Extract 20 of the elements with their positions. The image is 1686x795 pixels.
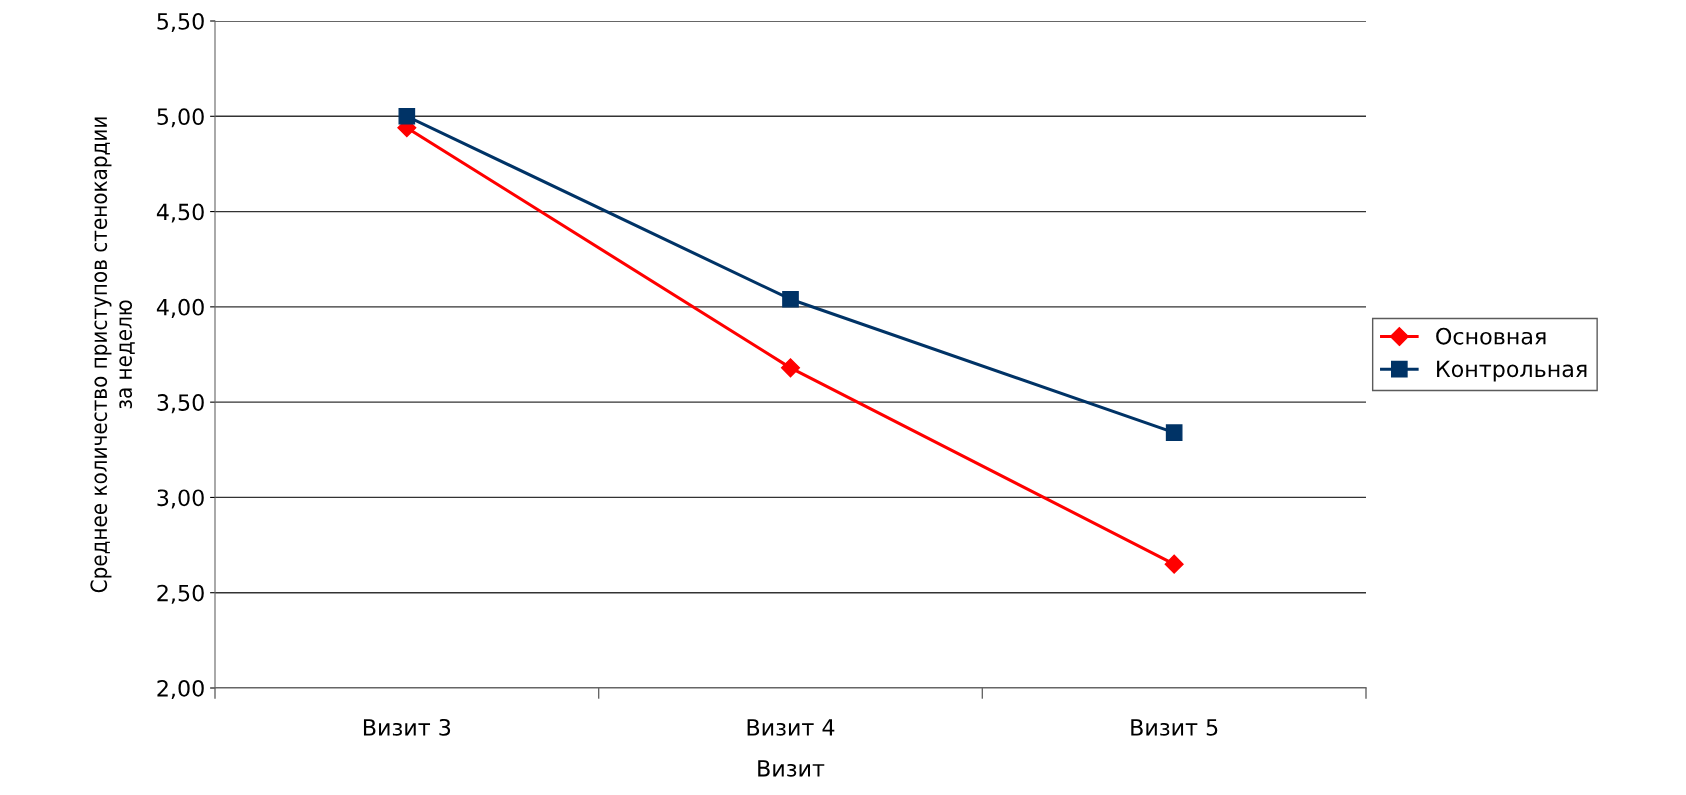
y-axis-title: Среднее количество приступов стенокардии за неделю <box>90 117 135 593</box>
point <box>782 290 799 308</box>
x-tick-label: Визит 5 <box>1131 719 1218 736</box>
y-tick-label: 4,00 <box>156 298 204 318</box>
y-tick-label: 5,00 <box>157 108 204 128</box>
y-tick-label: 2,00 <box>157 679 204 700</box>
x-tick-label: Визит 4 <box>747 719 835 736</box>
point <box>780 358 801 378</box>
y-tick-label: 5,50 <box>157 12 204 33</box>
x-tick-label: Визит 3 <box>363 718 451 736</box>
point <box>1164 554 1184 574</box>
point <box>398 107 416 125</box>
point <box>1165 424 1183 441</box>
y-tick-label: 4,50 <box>156 203 204 223</box>
y-tick-label: 2,50 <box>157 584 204 604</box>
legend-label: Основная <box>1436 327 1546 345</box>
y-tick-label: 3,00 <box>157 489 204 509</box>
legend-label: Контрольная <box>1437 360 1587 382</box>
y-tick-label: 3,50 <box>157 394 204 414</box>
x-axis-title: Визит <box>758 760 825 777</box>
